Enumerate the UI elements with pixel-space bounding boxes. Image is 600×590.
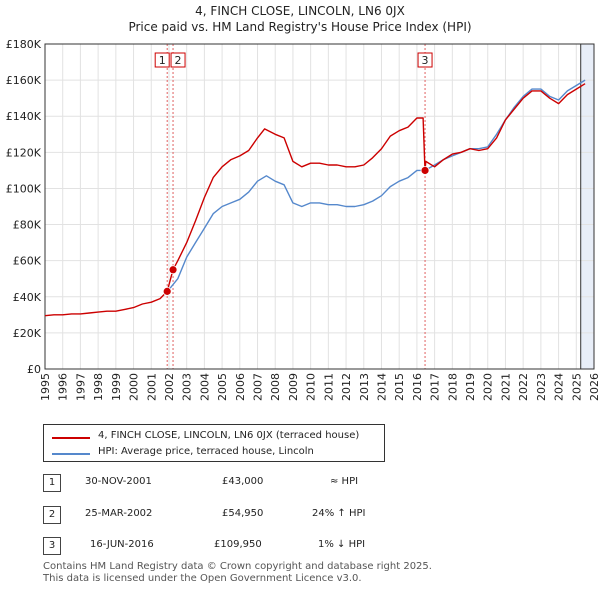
transaction-price: £109,950 bbox=[214, 539, 262, 550]
y-tick-label: £120K bbox=[6, 146, 42, 159]
price-chart: £0 £20K £40K £60K £80K £100K £120K £140K £160K £1… bbox=[6, 38, 600, 401]
series-line-property bbox=[44, 83, 586, 317]
x-tick-label: 2022 bbox=[517, 373, 530, 401]
legend-swatch-property bbox=[52, 437, 90, 439]
transaction-date: 16-JUN-2016 bbox=[90, 539, 154, 550]
x-tick-label: 2013 bbox=[358, 373, 371, 401]
x-tick-label: 2017 bbox=[429, 373, 442, 401]
x-tick-label: 2006 bbox=[234, 373, 247, 401]
y-tick-label: £20K bbox=[13, 327, 42, 340]
footer-licence: This data is licensed under the Open Gov… bbox=[43, 573, 362, 584]
sale-label: 3 bbox=[422, 54, 429, 67]
plot-area bbox=[45, 44, 594, 369]
sale-label-box bbox=[417, 52, 433, 68]
footer-copyright: Contains HM Land Registry data © Crown c… bbox=[43, 561, 432, 572]
chart-title: 4, FINCH CLOSE, LINCOLN, LN6 0JX bbox=[195, 4, 405, 18]
x-tick-label: 2000 bbox=[128, 373, 141, 401]
forecast-shaded-region bbox=[580, 44, 594, 369]
x-tick-label: 1995 bbox=[39, 373, 52, 401]
sale-point bbox=[162, 286, 172, 296]
x-tick-label: 2012 bbox=[340, 373, 353, 401]
transaction-price: £43,000 bbox=[222, 476, 264, 487]
x-tick-label: 2008 bbox=[269, 373, 282, 401]
transaction-hpi: 24% ↑ HPI bbox=[312, 508, 366, 519]
chart-subtitle: Price paid vs. HM Land Registry's House … bbox=[128, 20, 472, 34]
transaction-hpi: 1% ↓ HPI bbox=[318, 539, 366, 550]
x-tick-label: 1998 bbox=[92, 373, 105, 401]
x-tick-label: 1997 bbox=[74, 373, 87, 401]
x-tick-label: 2011 bbox=[322, 373, 335, 401]
x-tick-label: 2016 bbox=[411, 373, 424, 401]
y-tick-label: £180K bbox=[6, 38, 42, 51]
transaction-price: £54,950 bbox=[222, 508, 264, 519]
x-tick-label: 2023 bbox=[535, 373, 548, 401]
transaction-hpi: ≈ HPI bbox=[330, 476, 359, 487]
transaction-date: 30-NOV-2001 bbox=[85, 476, 152, 487]
y-tick-label: £100K bbox=[6, 182, 42, 195]
transaction-date: 25-MAR-2002 bbox=[85, 508, 153, 519]
y-tick-label: £60K bbox=[13, 255, 42, 268]
y-tick-label: £80K bbox=[13, 219, 42, 232]
y-tick-label: £160K bbox=[6, 74, 42, 87]
x-tick-label: 2025 bbox=[570, 373, 583, 401]
legend-swatch-hpi bbox=[52, 453, 90, 455]
x-tick-label: 2015 bbox=[393, 373, 406, 401]
x-tick-label: 2019 bbox=[464, 373, 477, 401]
x-tick-label: 2018 bbox=[446, 373, 459, 401]
x-tick-label: 2002 bbox=[163, 373, 176, 401]
x-tick-label: 2021 bbox=[499, 373, 512, 401]
sale-point bbox=[168, 265, 178, 275]
x-tick-label: 2007 bbox=[252, 373, 265, 401]
x-tick-label: 2020 bbox=[482, 373, 495, 401]
y-tick-label: £140K bbox=[6, 110, 42, 123]
transaction-badge: 2 bbox=[43, 506, 61, 524]
x-tick-label: 2024 bbox=[553, 373, 566, 401]
series-line-hpi bbox=[166, 79, 586, 292]
x-tick-label: 1999 bbox=[110, 373, 123, 401]
legend-label-hpi: HPI: Average price, terraced house, Linc… bbox=[98, 446, 314, 457]
x-tick-label: 2009 bbox=[287, 373, 300, 401]
sale-label-box bbox=[154, 52, 170, 68]
x-tick-label: 2003 bbox=[181, 373, 194, 401]
legend: 4, FINCH CLOSE, LINCOLN, LN6 0JX (terrac… bbox=[43, 424, 385, 462]
transaction-badge: 1 bbox=[43, 474, 61, 492]
sale-label-box bbox=[170, 52, 186, 68]
x-tick-label: 2014 bbox=[375, 373, 388, 401]
plot-frame bbox=[44, 43, 595, 370]
legend-label-property: 4, FINCH CLOSE, LINCOLN, LN6 0JX (terrac… bbox=[98, 430, 360, 441]
y-tick-label: £0 bbox=[27, 363, 41, 376]
y-tick-label: £40K bbox=[13, 291, 42, 304]
transaction-badge: 3 bbox=[43, 537, 61, 555]
x-tick-label: 2026 bbox=[588, 373, 600, 401]
sale-point bbox=[420, 166, 430, 175]
sale-label: 1 bbox=[159, 54, 166, 67]
x-tick-label: 2001 bbox=[145, 373, 158, 401]
x-tick-label: 1996 bbox=[57, 373, 70, 401]
x-tick-label: 2004 bbox=[198, 373, 211, 401]
x-tick-label: 2005 bbox=[216, 373, 229, 401]
x-tick-label: 2010 bbox=[305, 373, 318, 401]
sale-label: 2 bbox=[175, 54, 182, 67]
